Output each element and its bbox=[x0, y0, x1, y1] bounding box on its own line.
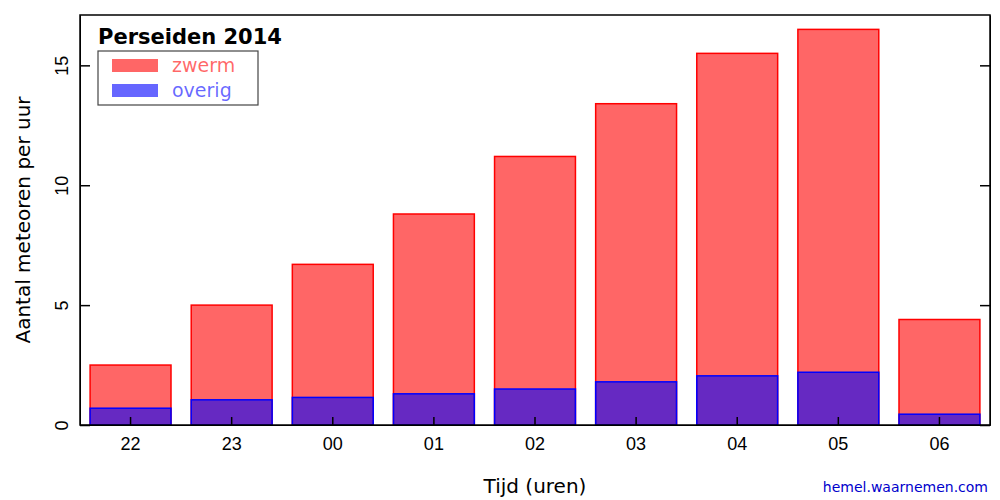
x-tick: 03 bbox=[626, 417, 646, 454]
x-tick-label: 04 bbox=[727, 434, 747, 454]
bar bbox=[393, 214, 474, 425]
x-tick: 00 bbox=[323, 417, 343, 454]
y-tick-mark bbox=[80, 185, 90, 187]
axis-line bbox=[990, 16, 991, 426]
x-tick-mark bbox=[231, 417, 233, 425]
y-right-tick bbox=[980, 305, 990, 306]
x-tick-mark bbox=[332, 417, 334, 425]
legend-label: zwerm bbox=[172, 54, 235, 76]
x-tick: 04 bbox=[727, 417, 747, 454]
bar bbox=[596, 382, 677, 425]
bars bbox=[90, 29, 980, 425]
bar bbox=[393, 394, 474, 425]
bar bbox=[292, 397, 373, 425]
legend: zwerm overig bbox=[98, 51, 258, 105]
bar bbox=[697, 53, 778, 425]
x-tick: 02 bbox=[525, 417, 545, 454]
x-tick-mark bbox=[736, 417, 738, 425]
y-tick-label: 5 bbox=[52, 301, 72, 311]
series-zwerm bbox=[90, 29, 980, 425]
legend-swatch bbox=[112, 84, 158, 97]
y-tick: 15 bbox=[52, 56, 90, 76]
legend-swatch bbox=[112, 59, 158, 72]
x-tick-label: 23 bbox=[222, 434, 242, 454]
bar bbox=[899, 414, 980, 425]
x-tick-mark bbox=[130, 417, 132, 425]
y-tick-label: 0 bbox=[52, 420, 72, 430]
y-right-tick-mark bbox=[980, 65, 990, 67]
axis-line bbox=[80, 16, 81, 426]
source: hemel.waarnemen.com bbox=[823, 479, 988, 495]
x-tick-label: 06 bbox=[929, 434, 949, 454]
x-tick-label: 00 bbox=[323, 434, 343, 454]
x-tick-mark bbox=[433, 417, 435, 425]
x-tick-mark bbox=[534, 417, 536, 425]
y-axis: 0 5 10 15 bbox=[52, 16, 90, 431]
bar bbox=[495, 156, 576, 425]
y-right-tick bbox=[980, 65, 990, 66]
x-tick: 05 bbox=[828, 417, 848, 454]
series-overig bbox=[90, 372, 980, 425]
x-tick: 23 bbox=[222, 417, 242, 454]
legend-box bbox=[98, 51, 258, 105]
x-tick-label: 02 bbox=[525, 434, 545, 454]
y-tick: 10 bbox=[52, 176, 90, 196]
x-tick-mark bbox=[838, 417, 840, 425]
bar bbox=[697, 376, 778, 425]
bar bbox=[292, 264, 373, 425]
y-axis-right bbox=[980, 16, 991, 426]
title: Perseiden 2014 bbox=[98, 25, 282, 49]
bar bbox=[90, 365, 171, 425]
x-axis-title: Tijd (uren) bbox=[483, 474, 587, 498]
x-tick: 22 bbox=[121, 417, 141, 454]
y-right-tick-mark bbox=[980, 305, 990, 307]
x-tick: 06 bbox=[929, 417, 949, 454]
y-axis-title: Aantal meteoren per uur bbox=[11, 96, 35, 344]
y-right-tick-mark bbox=[980, 185, 990, 187]
y-right-tick bbox=[980, 185, 990, 186]
y-tick-label: 15 bbox=[52, 56, 72, 76]
plot: 051015222300010203040506 bbox=[52, 15, 991, 454]
bar bbox=[191, 305, 272, 425]
x-tick: 01 bbox=[424, 417, 444, 454]
bar bbox=[899, 320, 980, 425]
axis-line bbox=[81, 425, 991, 426]
x-tick-label: 01 bbox=[424, 434, 444, 454]
bar bbox=[90, 408, 171, 425]
chart: 051015222300010203040506Tijd (uren)Aanta… bbox=[0, 0, 1000, 500]
x-tick-label: 22 bbox=[121, 434, 141, 454]
frame bbox=[80, 15, 990, 425]
y-tick-mark bbox=[80, 305, 90, 307]
y-tick: 5 bbox=[52, 301, 90, 311]
y-tick-label: 10 bbox=[52, 176, 72, 196]
x-axis: 22 23 00 01 02 03 04 05 06 bbox=[81, 417, 991, 454]
bar bbox=[495, 389, 576, 425]
bar bbox=[191, 400, 272, 425]
bar bbox=[798, 29, 879, 425]
x-tick-mark bbox=[939, 417, 941, 425]
x-tick-label: 05 bbox=[828, 434, 848, 454]
x-tick-mark bbox=[635, 417, 637, 425]
legend-label: overig bbox=[172, 79, 232, 101]
bar bbox=[596, 104, 677, 425]
y-tick-mark bbox=[80, 65, 90, 67]
bar bbox=[798, 372, 879, 425]
x-tick-label: 03 bbox=[626, 434, 646, 454]
